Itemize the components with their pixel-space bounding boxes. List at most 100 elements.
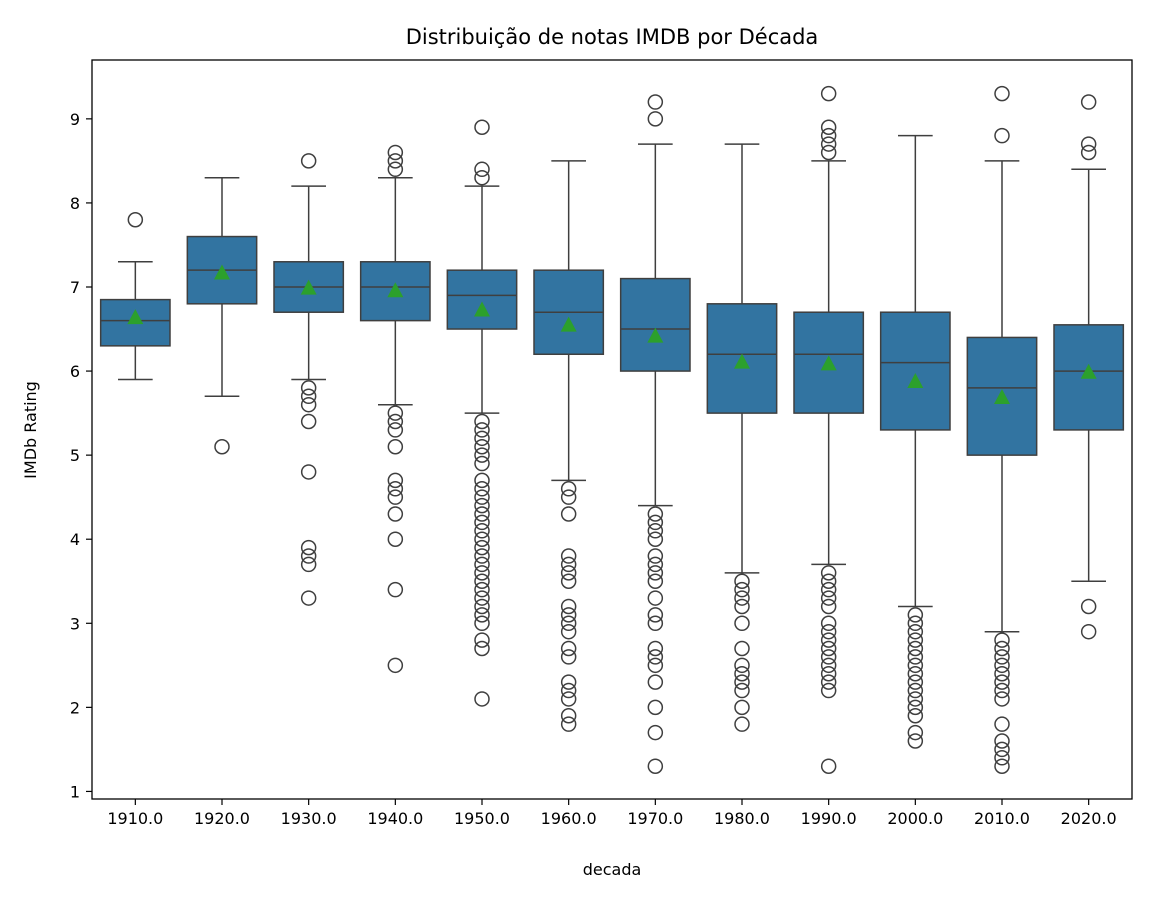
outlier-point bbox=[647, 699, 664, 716]
outlier-point bbox=[474, 565, 490, 581]
outlier-point bbox=[907, 733, 924, 749]
outlier-point bbox=[560, 674, 577, 690]
outlier-point bbox=[734, 615, 750, 632]
outlier-point bbox=[300, 590, 317, 606]
y-tick-label: 6 bbox=[70, 362, 80, 381]
outlier-point bbox=[300, 388, 317, 405]
outlier-point bbox=[820, 144, 837, 161]
outlier-point bbox=[1080, 94, 1097, 110]
outlier-point bbox=[560, 565, 577, 581]
y-tick-label: 2 bbox=[70, 698, 80, 717]
chart-title: Distribuição de notas IMDB por Década bbox=[406, 25, 819, 49]
box-1960.0 bbox=[533, 160, 605, 732]
outlier-point bbox=[474, 447, 490, 463]
mean-marker bbox=[387, 282, 404, 298]
outlier-point bbox=[474, 548, 490, 564]
outlier-point bbox=[387, 413, 404, 430]
x-tick-label: 2000.0 bbox=[887, 809, 943, 828]
outlier-point bbox=[300, 413, 317, 430]
outlier-point bbox=[820, 682, 837, 699]
x-tick-label: 1990.0 bbox=[801, 809, 857, 828]
iqr-box bbox=[446, 269, 518, 330]
axes-frame bbox=[91, 59, 1133, 800]
outlier-point bbox=[820, 136, 837, 152]
outlier-point bbox=[560, 623, 577, 640]
outlier-point bbox=[994, 716, 1010, 732]
outlier-point bbox=[560, 598, 577, 615]
outlier-point bbox=[560, 691, 577, 707]
x-tick-label: 2010.0 bbox=[974, 809, 1030, 828]
box-1940.0 bbox=[359, 144, 431, 674]
y-tick-label: 5 bbox=[70, 446, 80, 465]
outlier-point bbox=[647, 657, 664, 674]
outlier-point bbox=[647, 573, 664, 590]
box-1990.0 bbox=[793, 85, 865, 774]
outlier-point bbox=[1080, 144, 1097, 161]
outlier-point bbox=[387, 144, 404, 161]
outlier-point bbox=[214, 438, 230, 455]
outlier-point bbox=[994, 665, 1010, 682]
outlier-point bbox=[907, 615, 924, 632]
outlier-point bbox=[474, 497, 490, 514]
outlier-point bbox=[820, 119, 837, 136]
outlier-point bbox=[820, 615, 837, 632]
outlier-point bbox=[734, 682, 750, 699]
outlier-point bbox=[560, 708, 577, 724]
outlier-point bbox=[560, 489, 577, 505]
outlier-point bbox=[1080, 598, 1097, 615]
outlier-point bbox=[647, 649, 664, 665]
x-tick-label: 1970.0 bbox=[627, 809, 683, 828]
outlier-point bbox=[820, 674, 837, 690]
mean-marker bbox=[214, 264, 230, 280]
x-tick-label: 1940.0 bbox=[367, 809, 423, 828]
y-tick-label: 1 bbox=[70, 782, 80, 801]
outlier-point bbox=[474, 615, 490, 632]
outlier-point bbox=[560, 640, 577, 657]
y-tick-label: 3 bbox=[70, 614, 80, 633]
outlier-point bbox=[387, 422, 404, 438]
outlier-point bbox=[474, 607, 490, 623]
outlier-point bbox=[647, 565, 664, 581]
outlier-point bbox=[647, 111, 664, 127]
box-1930.0 bbox=[273, 153, 345, 606]
outlier-point bbox=[734, 665, 750, 682]
outlier-point bbox=[387, 405, 404, 421]
mean-marker bbox=[907, 372, 924, 388]
outlier-point bbox=[474, 413, 490, 430]
outlier-point bbox=[820, 85, 837, 102]
outlier-point bbox=[300, 464, 317, 480]
outlier-point bbox=[734, 699, 750, 716]
x-tick-label: 1920.0 bbox=[194, 809, 250, 828]
outlier-point bbox=[474, 169, 490, 186]
outlier-point bbox=[474, 531, 490, 547]
outlier-point bbox=[734, 674, 750, 690]
y-tick-label: 7 bbox=[70, 278, 80, 297]
outlier-point bbox=[647, 758, 664, 774]
outlier-point bbox=[647, 531, 664, 547]
box-1980.0 bbox=[706, 143, 778, 732]
outlier-point bbox=[907, 640, 924, 657]
outlier-point bbox=[994, 674, 1010, 690]
outlier-point bbox=[907, 665, 924, 682]
outlier-point bbox=[820, 657, 837, 674]
outlier-point bbox=[994, 632, 1010, 648]
outlier-point bbox=[474, 640, 490, 657]
outlier-point bbox=[387, 657, 404, 674]
outlier-point bbox=[474, 523, 490, 539]
mean-marker bbox=[647, 327, 664, 343]
outlier-point bbox=[387, 489, 404, 505]
outlier-point bbox=[994, 127, 1010, 144]
plot-area: 1 2 3 4 5 6 7 8 9 1910.0 1920.0 1930.0 1940.0 1950.0 1… bbox=[70, 85, 1125, 828]
outlier-point bbox=[300, 396, 317, 413]
mean-marker bbox=[474, 301, 490, 317]
outlier-point bbox=[994, 750, 1010, 766]
outlier-point bbox=[474, 581, 490, 598]
outlier-point bbox=[387, 481, 404, 497]
outlier-point bbox=[994, 691, 1010, 707]
outlier-point bbox=[474, 472, 490, 489]
outlier-point bbox=[474, 691, 490, 707]
outlier-point bbox=[734, 590, 750, 606]
outlier-point bbox=[1080, 623, 1097, 640]
x-tick-label: 1980.0 bbox=[714, 809, 770, 828]
outlier-point bbox=[560, 682, 577, 699]
